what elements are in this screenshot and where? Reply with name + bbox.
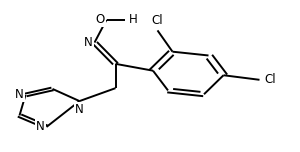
Text: N: N — [15, 88, 24, 102]
Text: N: N — [75, 103, 84, 116]
Text: H: H — [129, 13, 138, 26]
Text: N: N — [36, 120, 45, 133]
Text: Cl: Cl — [152, 14, 163, 27]
Text: N: N — [84, 36, 93, 49]
Text: Cl: Cl — [264, 73, 276, 86]
Text: O: O — [96, 13, 105, 26]
